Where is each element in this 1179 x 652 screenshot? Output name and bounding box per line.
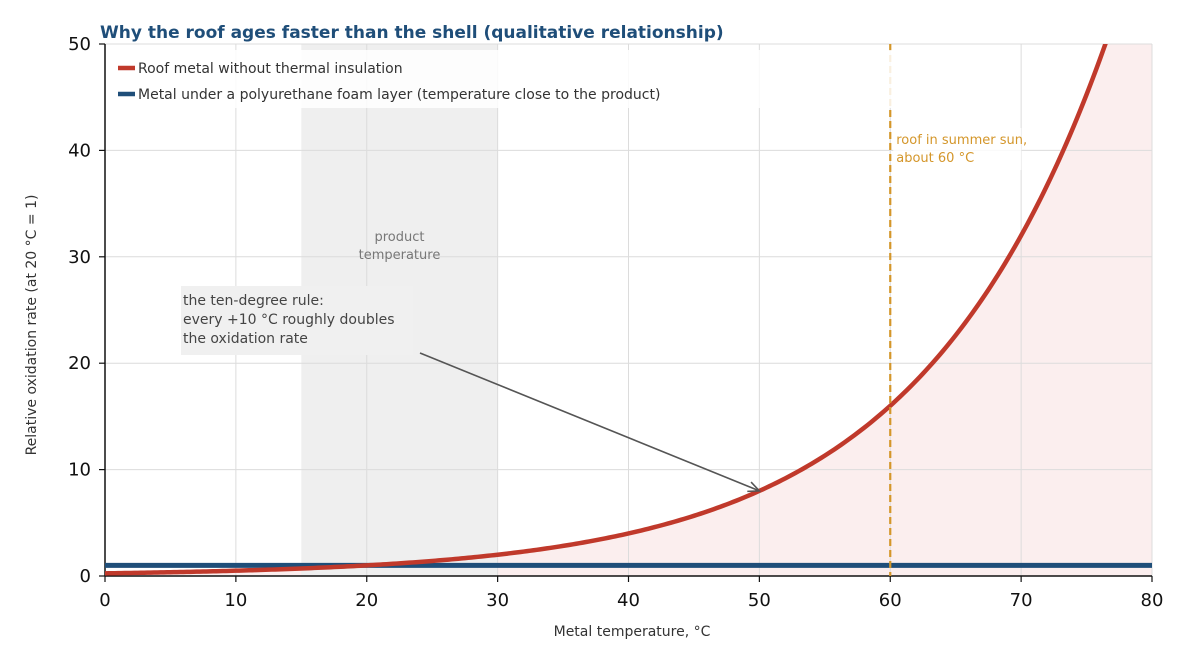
annotation-text: the ten-degree rule: every +10 °C roughly…: [183, 293, 395, 347]
band-label: product temperature: [359, 230, 441, 263]
series-roof-curve: [105, 44, 1108, 576]
vline-label-line-1: about 60 °C: [896, 151, 974, 166]
annotation-arrow-line: [419, 352, 760, 492]
chart-title: Why the roof ages faster than the shell …: [100, 23, 724, 43]
legend-label-0: Roof metal without thermal insulation: [138, 61, 403, 77]
annotation-box: [181, 286, 413, 355]
x-tick-label-2: 20: [355, 590, 378, 611]
plot-area: product temperature 0 10 20 30 40 50 60 70 80 0 10 20…: [68, 34, 1164, 611]
x-tick-label-1: 10: [224, 590, 247, 611]
x-tick-label-4: 40: [617, 590, 640, 611]
annotation-arrowhead: [747, 481, 762, 493]
legend-box: [112, 50, 998, 108]
y-tick-label-3: 30: [68, 247, 91, 268]
band-label-line-0: product: [374, 230, 424, 245]
y-tick-label-4: 40: [68, 140, 91, 161]
vline-label-bg: [893, 128, 1022, 170]
x-tick-label-5: 50: [748, 590, 771, 611]
x-tick-label-6: 60: [879, 590, 902, 611]
x-tick-label-3: 30: [486, 590, 509, 611]
annotation-line-1: every +10 °C roughly doubles: [183, 312, 395, 328]
band-label-line-1: temperature: [359, 248, 441, 263]
annotation-line-2: the oxidation rate: [183, 331, 308, 347]
y-axis-label: Relative oxidation rate (at 20 °C = 1): [24, 195, 40, 456]
y-tick-label-0: 0: [80, 566, 91, 587]
legend-label-1: Metal under a polyurethane foam layer (t…: [138, 87, 660, 103]
x-tick-label-8: 80: [1141, 590, 1164, 611]
y-tick-label-5: 50: [68, 34, 91, 55]
vline-label: roof in summer sun, about 60 °C: [896, 133, 1027, 166]
x-tick-label-7: 70: [1010, 590, 1033, 611]
y-tick-label-2: 20: [68, 353, 91, 374]
x-axis-label: Metal temperature, °C: [554, 624, 711, 640]
x-tick-label-0: 0: [99, 590, 110, 611]
vline-label-line-0: roof in summer sun,: [896, 133, 1027, 148]
y-tick-label-1: 10: [68, 460, 91, 481]
annotation-line-0: the ten-degree rule:: [183, 293, 324, 309]
